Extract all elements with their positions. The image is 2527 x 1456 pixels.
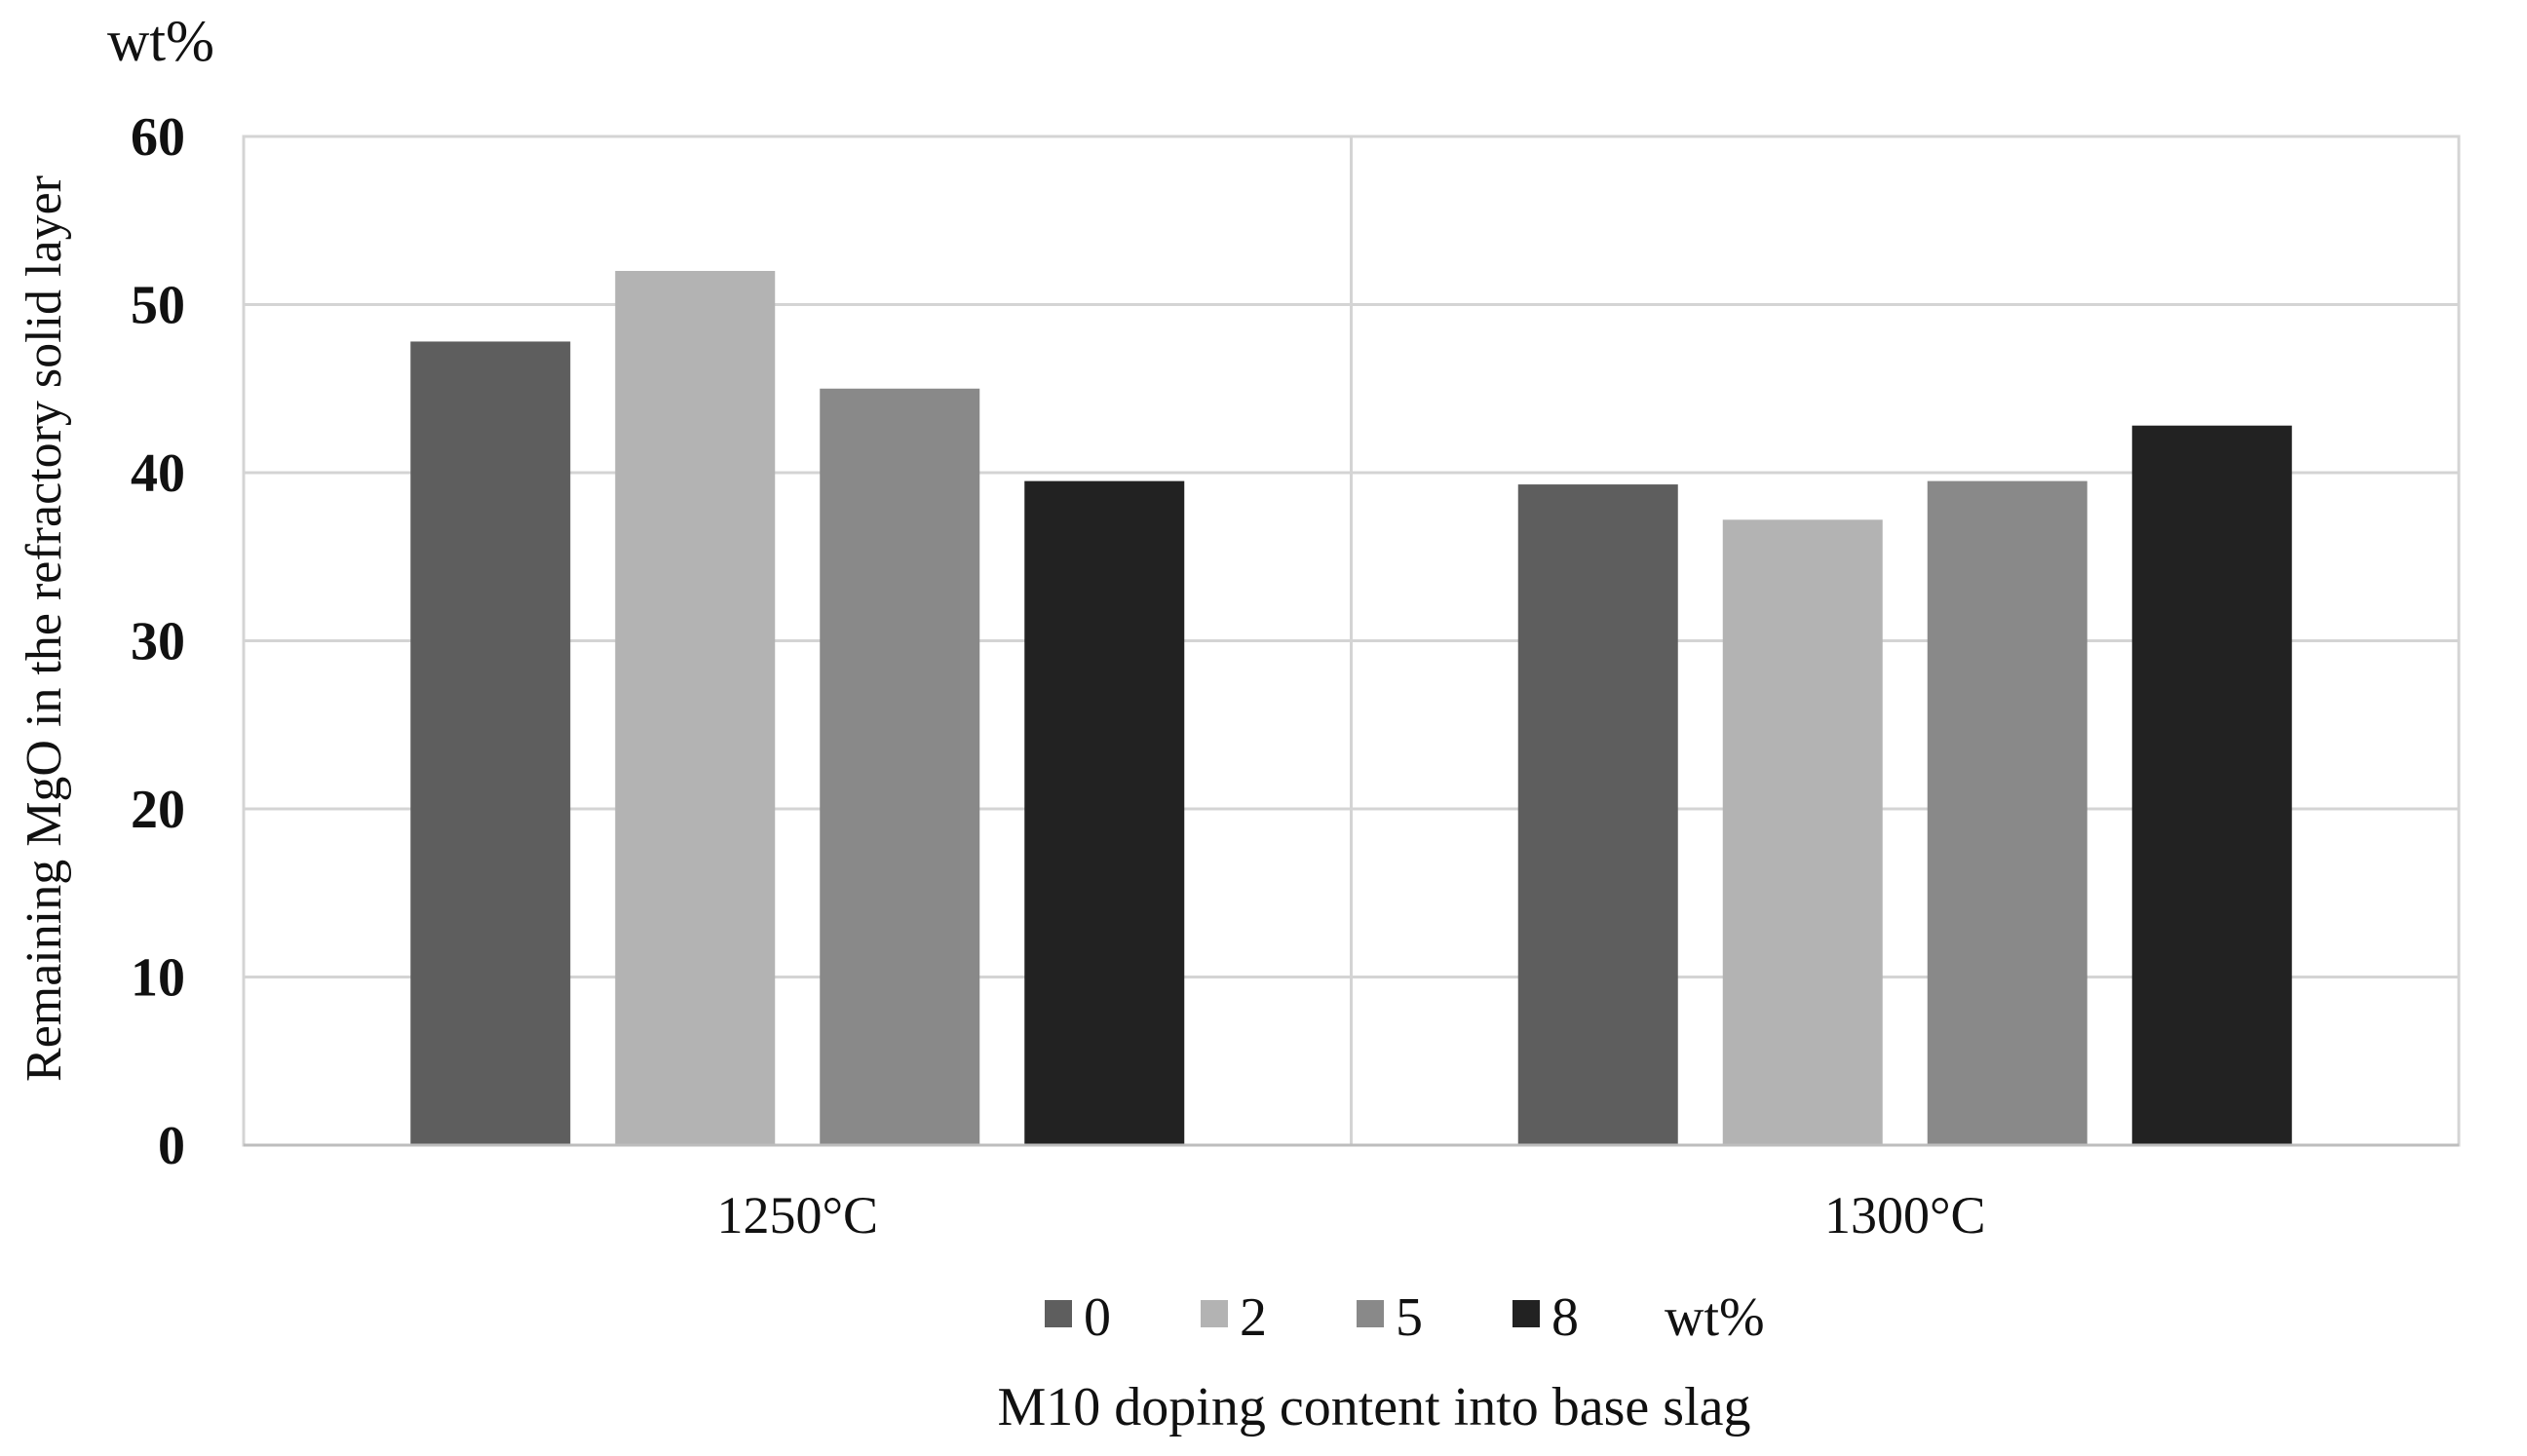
bar-8-0 xyxy=(1024,480,1185,1145)
legend-swatch-2 xyxy=(1201,1300,1228,1327)
legend-label-8: 8 xyxy=(1551,1287,1579,1348)
y-axis-title: Remaining MgO in the refractory solid la… xyxy=(17,175,72,1082)
y-tick-label: 60 xyxy=(131,107,185,168)
y-axis-unit-label: wt% xyxy=(107,9,214,73)
axes: 0 10 20 30 40 50 60 1250°C 1300°C xyxy=(131,107,2459,1245)
x-tick-label: 1250°C xyxy=(716,1186,878,1245)
bar-2-0 xyxy=(615,271,776,1145)
y-tick-label: 10 xyxy=(131,948,185,1009)
y-tick-label: 0 xyxy=(158,1116,185,1176)
bars xyxy=(410,271,2292,1145)
legend: 0 2 5 8 wt% xyxy=(1045,1287,1765,1348)
bar-0-0 xyxy=(410,341,571,1145)
legend-label-5: 5 xyxy=(1396,1287,1423,1348)
legend-unit-label: wt% xyxy=(1665,1287,1765,1348)
legend-swatch-8 xyxy=(1512,1300,1540,1327)
bar-8-1 xyxy=(2131,425,2292,1145)
bar-5-1 xyxy=(1927,480,2087,1145)
x-axis-title: M10 doping content into base slag xyxy=(997,1377,1750,1437)
legend-swatch-5 xyxy=(1357,1300,1384,1327)
y-tick-label: 40 xyxy=(131,443,185,504)
gridlines xyxy=(242,134,2461,1147)
bar-2-1 xyxy=(1722,519,1883,1145)
x-tick-label: 1300°C xyxy=(1824,1186,1986,1245)
legend-label-0: 0 xyxy=(1084,1287,1111,1348)
bar-5-0 xyxy=(820,388,980,1145)
bar-0-1 xyxy=(1517,484,1678,1145)
legend-label-2: 2 xyxy=(1240,1287,1267,1348)
y-tick-label: 30 xyxy=(131,612,185,672)
legend-swatch-0 xyxy=(1045,1300,1072,1327)
y-tick-label: 50 xyxy=(131,276,185,336)
y-tick-label: 20 xyxy=(131,780,185,840)
